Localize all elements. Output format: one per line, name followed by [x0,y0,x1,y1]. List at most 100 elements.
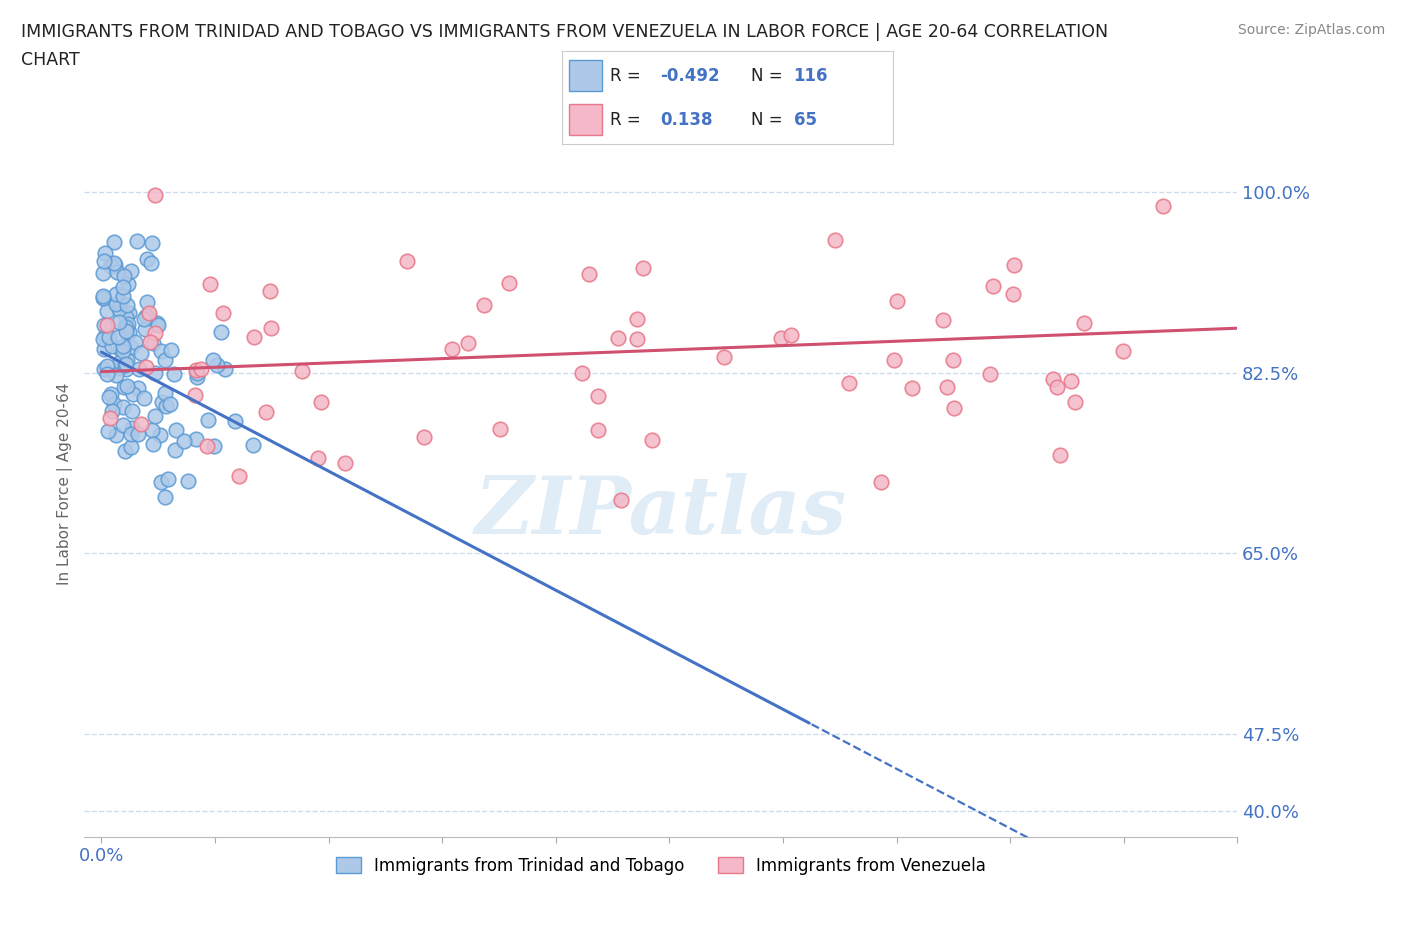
Point [132,391,155,405]
Point [1046,379,1069,394]
Point [127,233,149,248]
Text: N =: N = [751,111,782,128]
Text: IMMIGRANTS FROM TRINIDAD AND TOBAGO VS IMMIGRANTS FROM VENEZUELA IN LABOR FORCE : IMMIGRANTS FROM TRINIDAD AND TOBAGO VS I… [21,23,1108,41]
Point [96,303,118,318]
Point [127,380,149,395]
Point [641,432,664,447]
Point [134,312,156,326]
Point [138,306,160,321]
Point [498,275,520,290]
Point [197,413,219,428]
Point [120,426,142,441]
Point [224,414,246,429]
Point [395,253,418,268]
Point [97,390,120,405]
Point [120,440,142,455]
Point [134,322,156,337]
Text: CHART: CHART [21,51,80,69]
Point [108,354,131,369]
Point [205,358,228,373]
Point [103,234,125,249]
Point [93,290,115,305]
Point [307,450,329,465]
Point [111,400,134,415]
Point [105,428,128,443]
Point [886,294,908,309]
Point [186,365,208,380]
Bar [569,104,602,135]
Point [135,251,157,266]
Point [148,317,170,332]
Point [163,366,186,381]
Point [932,312,955,327]
Point [94,246,117,260]
Point [141,236,163,251]
Point [259,284,281,299]
Point [1112,343,1135,358]
Point [100,411,122,426]
Point [155,398,177,413]
Text: 65: 65 [793,111,817,128]
Point [104,258,127,272]
Point [110,341,132,356]
Point [184,432,207,446]
Point [586,389,609,404]
Point [153,490,176,505]
Text: R =: R = [610,111,641,128]
Point [111,339,134,353]
Point [150,394,173,409]
Point [610,492,633,507]
Point [165,422,187,437]
Point [824,232,846,247]
Point [901,381,924,396]
Point [571,365,593,380]
Point [122,387,145,402]
Point [413,430,436,445]
Point [1073,315,1095,330]
Point [214,361,236,376]
Point [150,474,173,489]
Point [105,296,128,311]
Point [115,298,138,312]
Point [107,301,129,316]
Text: R =: R = [610,67,641,85]
Point [127,427,149,442]
Point [979,367,1001,382]
Point [149,428,172,443]
Point [115,352,138,367]
Point [1049,448,1071,463]
Point [159,396,181,411]
Point [1042,371,1064,386]
Point [163,443,186,458]
Point [1152,198,1174,213]
Point [115,319,138,334]
Point [942,352,965,367]
Point [211,306,233,321]
Point [184,363,207,378]
Point [115,379,138,393]
Point [183,388,205,403]
Point [91,266,114,281]
Point [243,330,266,345]
Point [115,324,138,339]
Point [91,291,114,306]
Point [488,421,510,436]
Text: N =: N = [751,67,782,85]
Point [114,444,136,458]
Point [117,316,139,331]
Point [138,310,160,325]
Text: 116: 116 [793,67,828,85]
Point [96,358,118,373]
Legend: Immigrants from Trinidad and Tobago, Immigrants from Venezuela: Immigrants from Trinidad and Tobago, Imm… [329,850,993,882]
Point [190,361,212,376]
Point [135,359,157,374]
Point [111,288,134,303]
Point [242,437,264,452]
Point [108,314,131,329]
Point [186,370,208,385]
Point [139,334,162,349]
Point [1064,394,1087,409]
Point [209,325,232,339]
Point [112,379,135,394]
Point [1002,258,1025,272]
